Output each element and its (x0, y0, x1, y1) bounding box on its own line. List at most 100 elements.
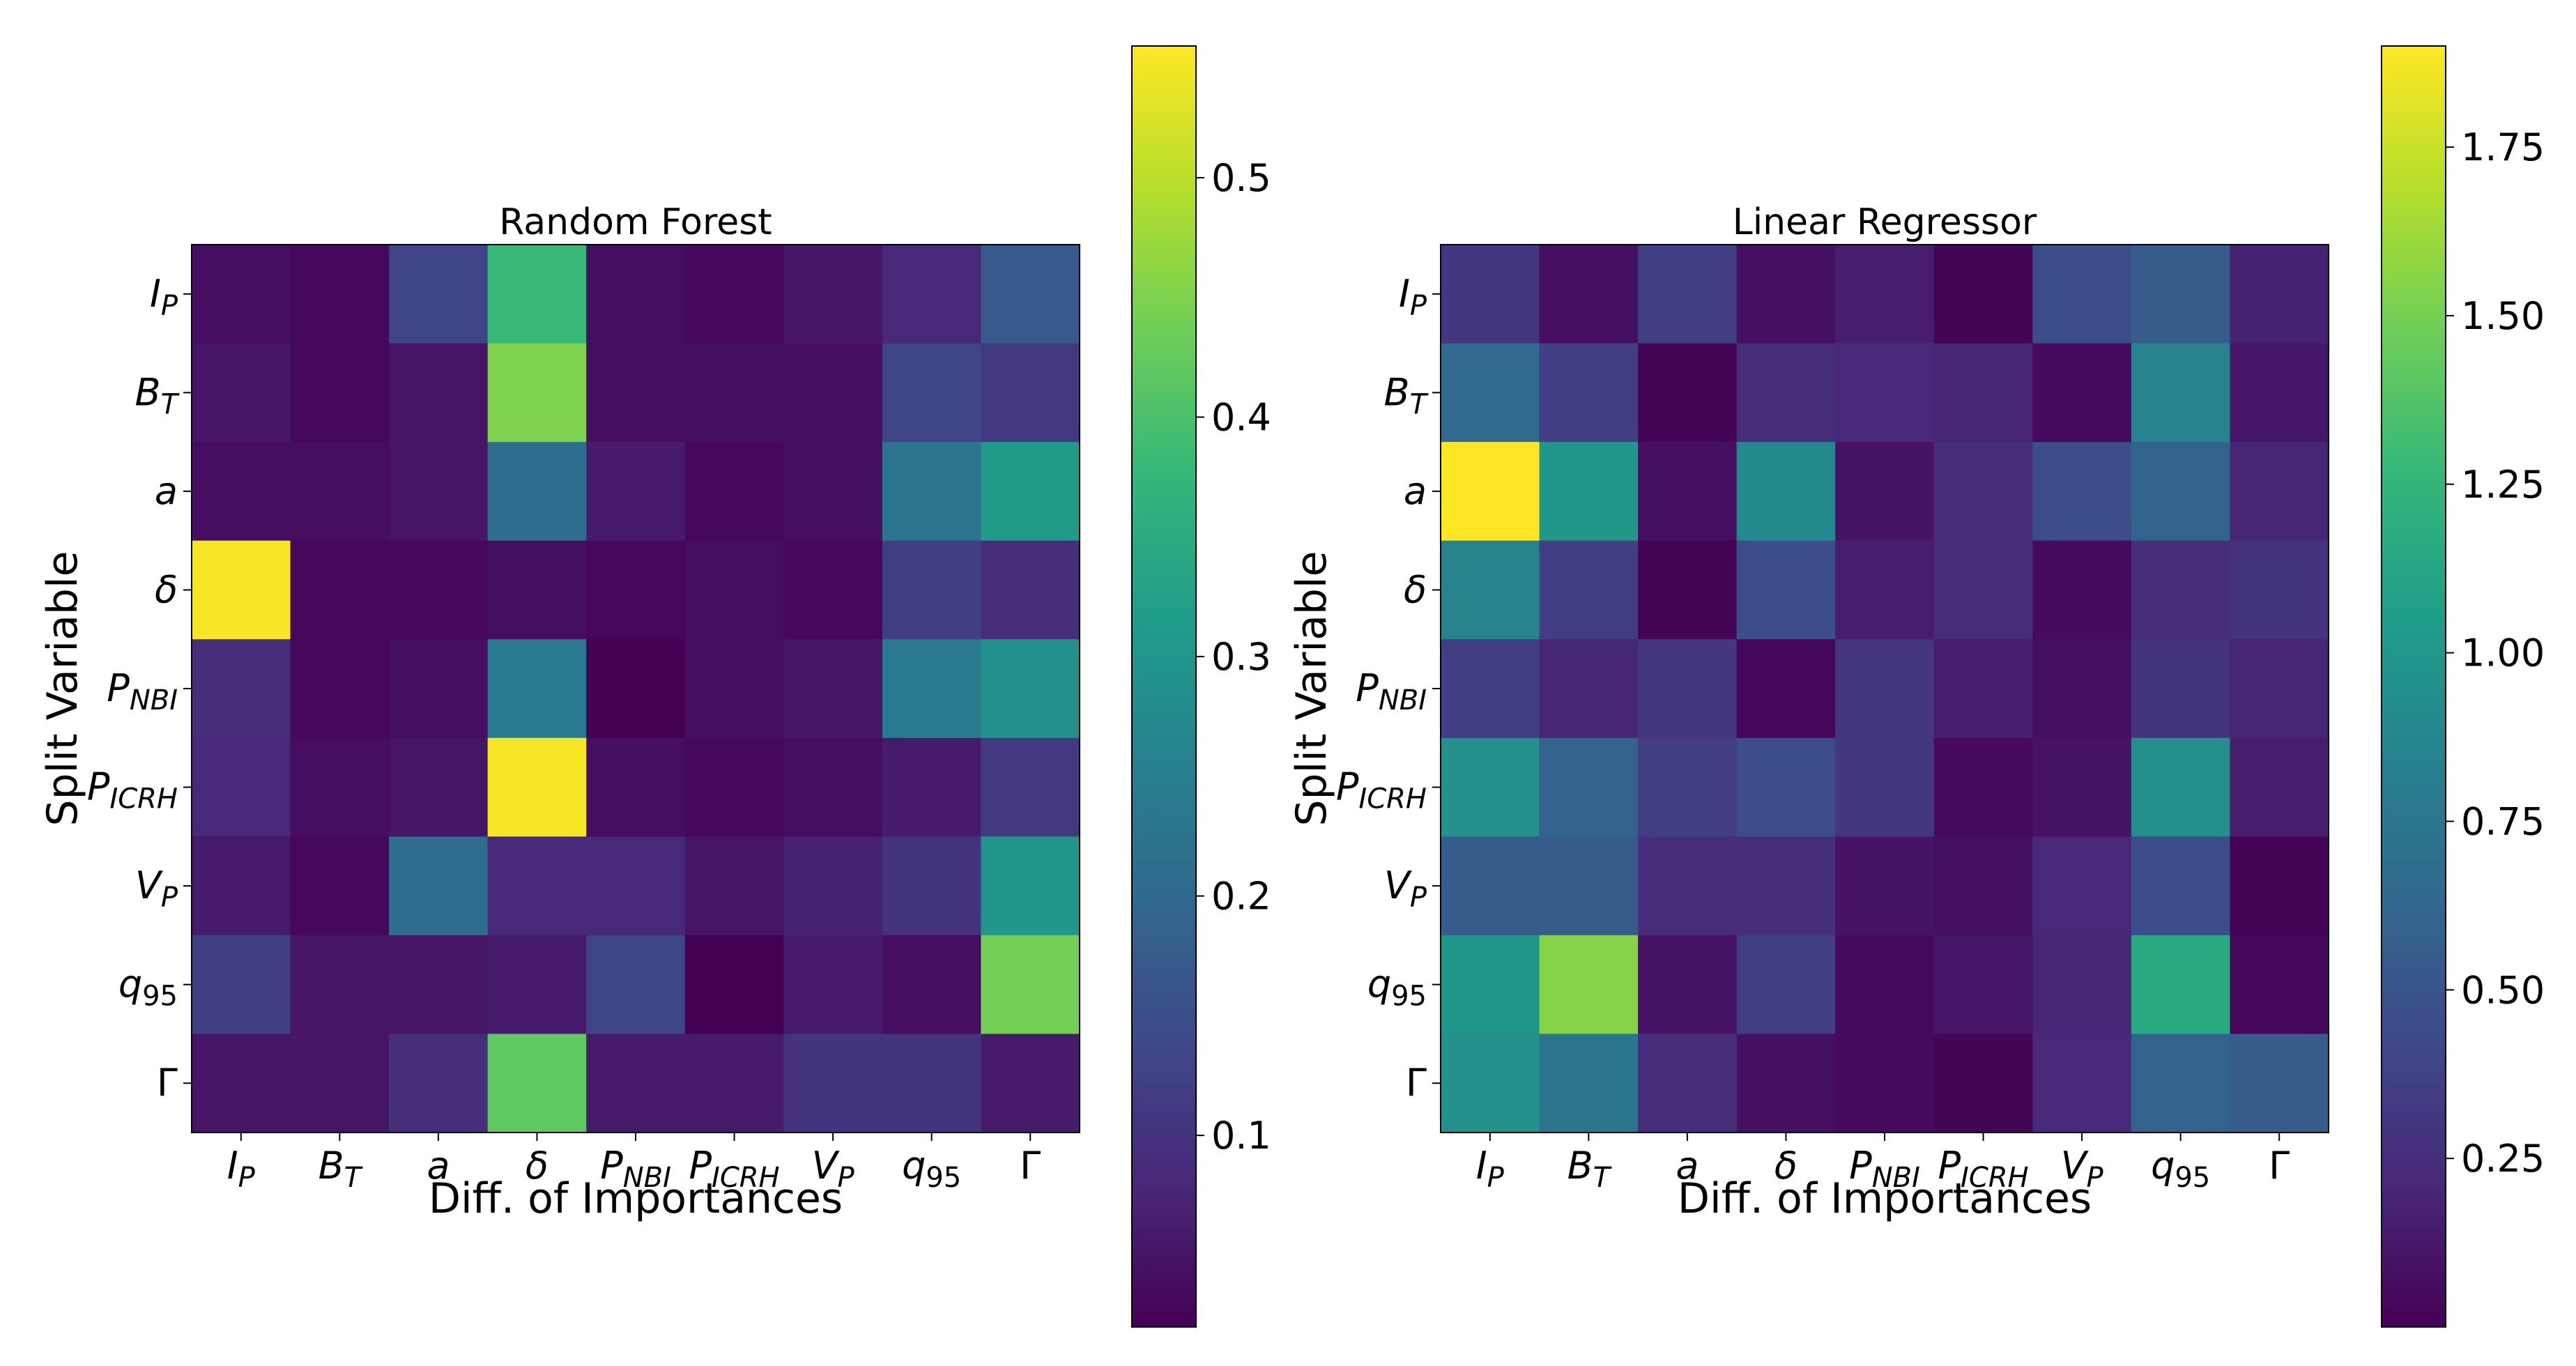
heatmap-cell (192, 639, 291, 739)
colorbar-tick-label: 0.75 (2461, 799, 2545, 843)
x-tick-label: a (427, 1144, 450, 1188)
heatmap-cell (1933, 1034, 2033, 1133)
heatmap-cell (783, 343, 883, 443)
x-tick-label: IP (1476, 1144, 1505, 1194)
heatmap-cell (684, 442, 784, 542)
heatmap-cell (192, 245, 291, 344)
colorbar-gradient (2381, 45, 2446, 1328)
heatmap-cell (2230, 836, 2329, 936)
heatmap-cell (882, 343, 982, 443)
heatmap-cell (684, 639, 784, 739)
heatmap-cell (2032, 245, 2132, 344)
heatmap-cell (1441, 639, 1540, 739)
y-axis-ticks: IP BT a δ PNBI PICRH VP q95 Γ (1336, 272, 1441, 1105)
heatmap-cell (1441, 442, 1540, 542)
heatmap-cell (1638, 343, 1738, 443)
heatmap-cell (981, 935, 1080, 1035)
heatmap-cell (882, 540, 982, 640)
heatmap-cell (2230, 1034, 2329, 1133)
y-tick-label: PICRH (1336, 765, 1427, 815)
heatmap-cell (290, 540, 390, 640)
heatmap-cell (389, 540, 489, 640)
heatmap-cell (2230, 442, 2329, 542)
x-tick-label: PICRH (1938, 1144, 2028, 1194)
x-tick-label: VP (812, 1144, 855, 1194)
y-tick-label: PNBI (1356, 666, 1427, 716)
x-tick-label: VP (2061, 1144, 2104, 1194)
heatmap-cell (1441, 935, 1540, 1035)
heatmap-cell (1835, 245, 1935, 344)
heatmap-cell (981, 442, 1080, 542)
x-axis-label: Diff. of Importances (1678, 1174, 2092, 1223)
heatmap-cell (586, 442, 686, 542)
heatmap-cell (1835, 540, 1935, 640)
heatmap-cell (684, 245, 784, 344)
x-tick-label: δ (1774, 1144, 1797, 1188)
heatmap-cell (1736, 737, 1836, 837)
heatmap-cell (586, 836, 686, 936)
heatmap-cell (1736, 442, 1836, 542)
heatmap-cell (1933, 442, 2033, 542)
heatmap-cell (882, 737, 982, 837)
x-tick-label: IP (227, 1144, 256, 1194)
y-tick-label: VP (1384, 864, 1427, 914)
heatmap-cell (981, 836, 1080, 936)
heatmap-cell (882, 836, 982, 936)
x-axis-ticks: IP BT a δ PNBI PICRH VP q95 Γ (1476, 1133, 2290, 1194)
heatmap-cell (1441, 245, 1540, 344)
heatmap-cell (389, 639, 489, 739)
heatmap-cell (389, 935, 489, 1035)
heatmap-cell (487, 836, 587, 936)
heatmap-cell (586, 245, 686, 344)
y-axis-label: Split Variable (38, 551, 87, 826)
heatmap-cell (684, 343, 784, 443)
heatmap-cell (192, 1034, 291, 1133)
heatmap-cell (1441, 343, 1540, 443)
heatmap-cell (882, 442, 982, 542)
heatmap-cell (1638, 737, 1738, 837)
heatmap-cell (1933, 836, 2033, 936)
heatmap-cell (1441, 1034, 1540, 1133)
heatmap-cell (487, 1034, 587, 1133)
heatmap-cell (290, 1034, 390, 1133)
heatmap-cell (1835, 343, 1935, 443)
heatmap-cell (389, 737, 489, 837)
colorbar-tick-label: 0.5 (1211, 156, 1271, 200)
colorbar: 0.25 0.50 0.75 1.00 1.25 1.50 1.75 (2381, 45, 2545, 1328)
x-tick-label: δ (526, 1144, 549, 1188)
heatmap-cell (783, 442, 883, 542)
colorbar-ticks: 0.1 0.2 0.3 0.4 0.5 (1196, 156, 1271, 1158)
colorbar: 0.1 0.2 0.3 0.4 0.5 (1131, 45, 1271, 1328)
y-tick-label: Γ (1406, 1061, 1427, 1105)
heatmap-cell (684, 540, 784, 640)
heatmap-cell (1933, 935, 2033, 1035)
heatmap-cell (2131, 245, 2231, 344)
colorbar-tick-label: 1.75 (2461, 125, 2545, 169)
heatmap-cell (192, 343, 291, 443)
y-tick-label: δ (155, 567, 178, 611)
y-tick-label: IP (1399, 272, 1427, 322)
colorbar-tick-label: 0.4 (1211, 396, 1271, 440)
y-axis-label: Split Variable (1287, 551, 1336, 826)
heatmap-cell (192, 442, 291, 542)
heatmap-cell (882, 935, 982, 1035)
heatmap-cell (1835, 639, 1935, 739)
heatmap-cell (2230, 343, 2329, 443)
heatmap-cell (1638, 1034, 1738, 1133)
heatmap-cell (586, 1034, 686, 1133)
x-tick-label: q95 (902, 1144, 961, 1194)
heatmap-cell (389, 1034, 489, 1133)
heatmap-cell (981, 639, 1080, 739)
y-tick-label: a (1404, 469, 1427, 513)
heatmap-cell (2131, 343, 2231, 443)
chart-title: Random Forest (499, 201, 772, 243)
heatmap-cell (2032, 836, 2132, 936)
heatmap-cell (1638, 836, 1738, 936)
heatmap-cell (1736, 343, 1836, 443)
heatmap-cell (882, 1034, 982, 1133)
heatmap-cell (981, 540, 1080, 640)
heatmap-cell (1638, 639, 1738, 739)
heatmap-cell (783, 935, 883, 1035)
x-tick-label: BT (1567, 1144, 1613, 1194)
colorbar-tick-label: 0.25 (2461, 1137, 2545, 1181)
